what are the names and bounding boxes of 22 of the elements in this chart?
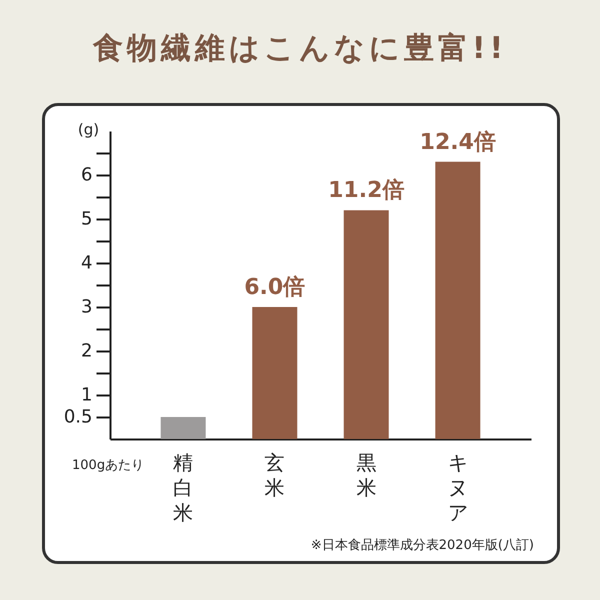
y-tick-label: 3 [81,296,92,318]
y-tick-label: 1 [81,384,92,406]
annotation: 6.0倍 [244,275,306,300]
text: 100gあたり [72,457,144,474]
bar [160,417,206,439]
x-tick-label: キヌア [448,450,468,524]
y-axis-title: (g) [78,120,100,138]
text: ※日本食品標準成分表2020年版(八訂) [310,537,534,554]
y-tick-label: 2 [81,340,92,362]
bar [435,162,480,439]
bar [344,210,389,439]
y-tick-label: 6 [81,164,92,186]
x-tick-label: 黒米 [356,450,376,500]
x-tick-label: 精白米 [173,450,194,524]
annotation: 12.4倍 [420,130,496,155]
annotation: 11.2倍 [328,178,404,204]
y-tick-label: 0.5 [64,406,92,428]
y-tick-label: 5 [81,208,92,230]
y-tick-label: 4 [81,252,92,274]
x-tick-label: 玄米 [264,450,285,500]
chart-title: 食物繊維はこんなに豊富!! [92,30,508,68]
bar [252,307,298,439]
